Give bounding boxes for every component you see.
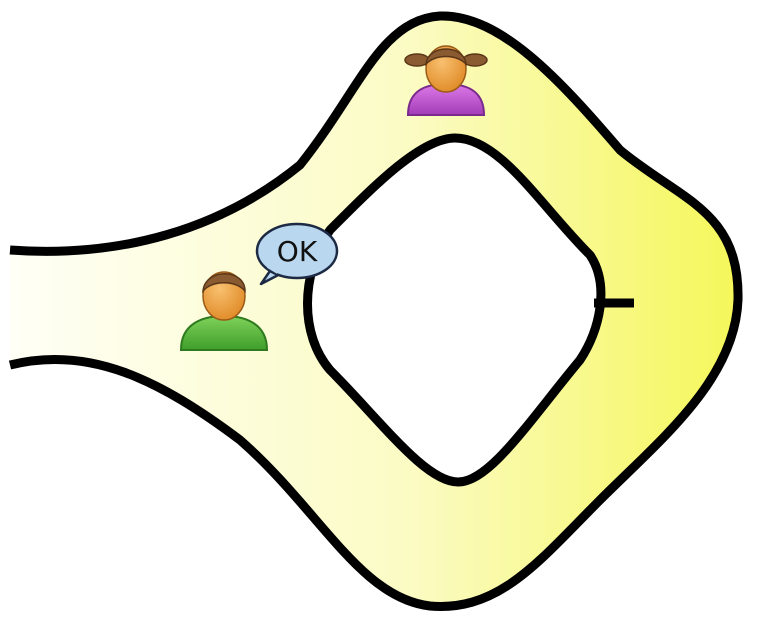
speech-bubble-icon: OK bbox=[255, 222, 339, 286]
corridor-outer-wall-top bbox=[8, 11, 743, 611]
boy-person-icon bbox=[179, 271, 269, 351]
girl-person-icon bbox=[404, 45, 488, 116]
speech-bubble-body bbox=[255, 222, 339, 280]
corridor-fill bbox=[10, 15, 739, 607]
girl-hair bbox=[425, 48, 467, 67]
corridor-inner-wall bbox=[303, 133, 606, 487]
speech-bubble-text: OK bbox=[277, 235, 318, 268]
boy-hair bbox=[202, 273, 246, 294]
